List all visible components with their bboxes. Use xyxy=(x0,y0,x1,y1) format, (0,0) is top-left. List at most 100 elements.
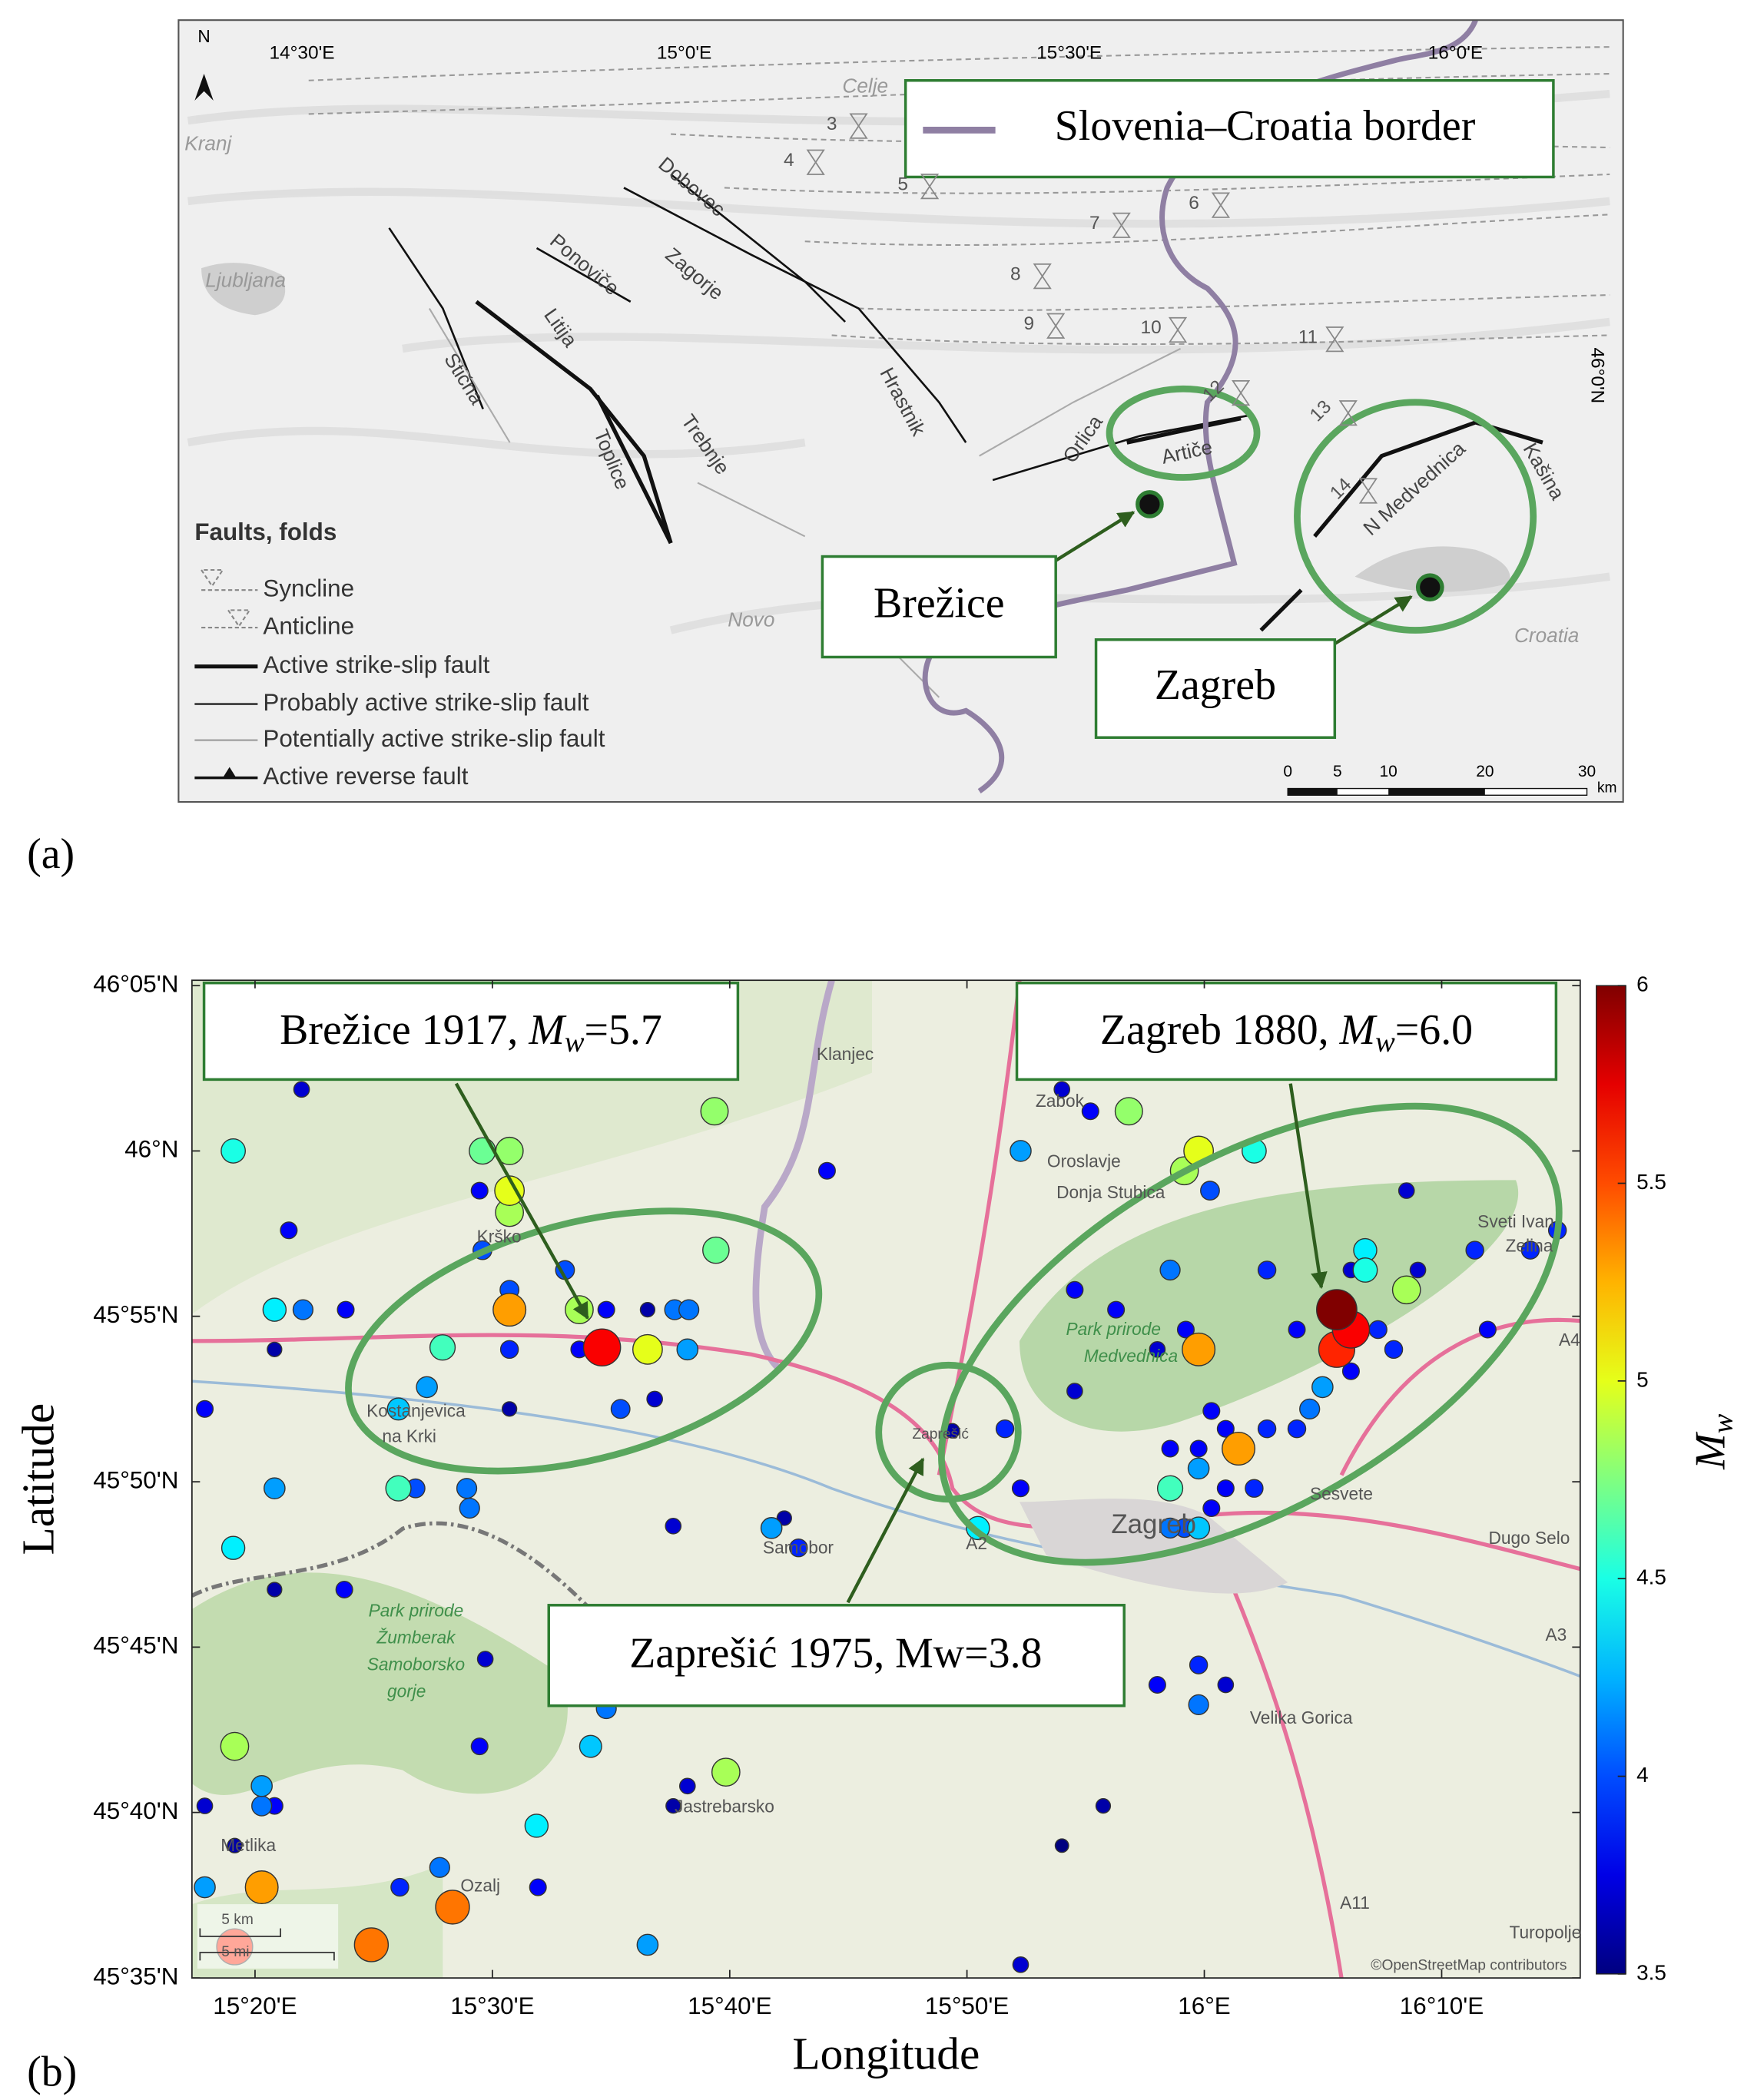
scale-tick-label: 0 xyxy=(1283,763,1292,780)
basemap-label: Samobor xyxy=(763,1537,834,1557)
fold-symbol xyxy=(1358,478,1378,504)
callout-suffix: =5.7 xyxy=(584,1006,661,1054)
earthquake xyxy=(1189,1655,1209,1674)
colorbar-tick-label: 5.5 xyxy=(1636,1170,1666,1194)
earthquake xyxy=(353,1927,390,1963)
earthquake xyxy=(220,1138,247,1164)
earthquake xyxy=(1187,1516,1211,1540)
fold-symbol xyxy=(849,113,868,139)
colorbar-tick-label: 4 xyxy=(1636,1763,1649,1787)
earthquake xyxy=(476,1651,494,1668)
fold-number: 9 xyxy=(1023,313,1034,334)
earthquake xyxy=(1216,1479,1235,1498)
legend-item: Active strike-slip fault xyxy=(263,651,489,678)
x-tick-label: 15°20'E xyxy=(213,1992,297,2019)
earthquake xyxy=(665,1517,682,1535)
x-tick-label: 15°40'E xyxy=(688,1992,771,2019)
basemap-label: Zelina xyxy=(1506,1236,1553,1256)
basemap-label: Klanjec xyxy=(817,1044,874,1064)
basemap-label: Medvednica xyxy=(1084,1346,1178,1366)
basemap-label: Dugo Selo xyxy=(1488,1528,1570,1548)
earthquake xyxy=(1316,1289,1358,1331)
callout-text: Brežice 1917, Mw=5.7 xyxy=(280,1006,662,1058)
earthquake xyxy=(646,1390,663,1408)
earthquake xyxy=(1245,1479,1264,1498)
earthquake xyxy=(1187,1457,1210,1480)
y-tick-label: 46°N xyxy=(124,1136,178,1163)
x-tick-label: 15°30'E xyxy=(450,1992,534,2019)
colorbar-tick-label: 5 xyxy=(1636,1367,1649,1391)
legend-title: Faults, folds xyxy=(194,518,337,545)
panel-label: (b) xyxy=(27,2048,77,2095)
earthquake xyxy=(1114,1097,1143,1126)
north-arrow xyxy=(194,74,214,101)
legend-item: Anticline xyxy=(263,612,354,639)
map-frame xyxy=(177,19,1624,803)
earthquake xyxy=(1257,1260,1277,1280)
earthquake xyxy=(1149,1340,1166,1358)
earthquake xyxy=(1398,1182,1415,1199)
earthquake xyxy=(293,1081,310,1098)
place-label: Ljubljana xyxy=(205,269,286,292)
earthquake xyxy=(337,1300,355,1319)
earthquake xyxy=(1053,1081,1071,1098)
earthquake xyxy=(639,1302,656,1318)
earthquake xyxy=(1200,1181,1220,1201)
basemap-label: Kostanjevica xyxy=(366,1400,466,1420)
earthquake xyxy=(632,1333,663,1365)
basemap-label: 5 mi xyxy=(221,1944,249,1960)
earthquake xyxy=(678,1299,700,1320)
symbol: M xyxy=(1686,1431,1734,1470)
earthquake xyxy=(220,1535,246,1560)
earthquake xyxy=(1188,1694,1209,1715)
y-tick-label: 46°05'N xyxy=(93,970,178,997)
fold-symbol xyxy=(1033,263,1052,290)
lon-label: 14°30'E xyxy=(269,42,334,63)
basemap-label: Park prirode xyxy=(1066,1319,1161,1339)
place-label: Croatia xyxy=(1514,624,1579,647)
x-axis-label: Longitude xyxy=(792,2029,980,2079)
earthquake xyxy=(1066,1280,1084,1299)
legend-item: Probably active strike-slip fault xyxy=(263,689,589,716)
earthquake xyxy=(1161,1439,1179,1458)
earthquake xyxy=(579,1734,602,1758)
earthquake xyxy=(280,1221,298,1240)
basemap-label: gorje xyxy=(387,1681,426,1701)
earthquake xyxy=(262,1297,287,1322)
earthquake xyxy=(700,1097,729,1126)
y-axis-label: Latitude xyxy=(13,1403,64,1555)
earthquake xyxy=(1189,1439,1208,1458)
earthquake xyxy=(1352,1257,1378,1283)
y-tick-label: 45°40'N xyxy=(93,1797,178,1824)
plot-callout-shapes xyxy=(197,981,1563,1969)
earthquake xyxy=(499,1340,519,1360)
earthquake xyxy=(524,1813,549,1838)
earthquake xyxy=(1311,1376,1334,1399)
fold-symbol xyxy=(806,149,825,175)
earthquake xyxy=(292,1299,314,1320)
earthquake xyxy=(492,1293,527,1327)
colorbar xyxy=(1596,985,1626,1975)
earthquake xyxy=(817,1161,836,1180)
lon-label: 16°0'E xyxy=(1428,42,1484,63)
earthquake xyxy=(1095,1797,1112,1814)
basemap-label: Sveti Ivan xyxy=(1477,1211,1554,1231)
fold-symbol xyxy=(1112,212,1131,238)
earthquake xyxy=(678,1777,696,1795)
earthquake xyxy=(1202,1499,1221,1518)
basemap-label: na Krki xyxy=(382,1426,436,1446)
earthquake xyxy=(469,1137,496,1165)
earthquake xyxy=(470,1737,489,1756)
earthquake-points xyxy=(194,1081,1567,1973)
lon-label: 15°30'E xyxy=(1036,42,1102,63)
scale-bar xyxy=(1287,787,1588,796)
earthquake xyxy=(1409,1261,1427,1279)
fold-number: 11 xyxy=(1298,326,1318,347)
earthquake xyxy=(1368,1320,1388,1340)
earthquake xyxy=(1287,1419,1307,1439)
earthquake xyxy=(1216,1419,1235,1438)
earthquake xyxy=(995,1419,1015,1439)
earthquake xyxy=(1081,1102,1099,1121)
fold-number: 10 xyxy=(1141,317,1162,338)
scale-tick-label: 20 xyxy=(1476,763,1494,780)
